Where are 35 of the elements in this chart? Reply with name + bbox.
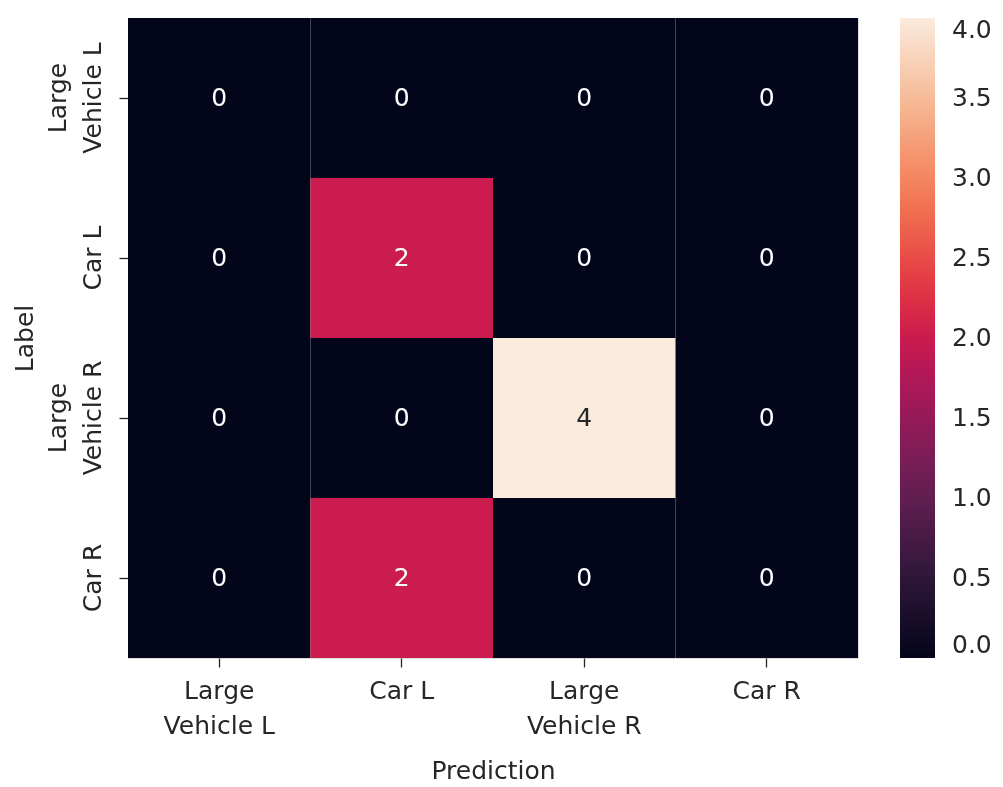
x-tick-label: Large Vehicle L bbox=[163, 675, 275, 740]
y-tick-label: Car L bbox=[77, 225, 107, 291]
color-bar-label: 4.0 bbox=[952, 15, 992, 44]
x-axis-title: Prediction bbox=[431, 755, 556, 785]
y-axis-title: Label bbox=[9, 304, 39, 373]
data-label: 0 bbox=[211, 243, 228, 272]
color-bar-label: 3.5 bbox=[952, 83, 992, 112]
data-label: 0 bbox=[211, 83, 228, 112]
data-label: 2 bbox=[393, 243, 410, 272]
color-bar-label: 0.0 bbox=[952, 630, 992, 659]
x-tick-label: Large Vehicle R bbox=[526, 675, 642, 740]
y-tick-label: Large Vehicle L bbox=[42, 42, 107, 154]
data-label: 0 bbox=[393, 83, 410, 112]
color-bar-label: 1.5 bbox=[952, 403, 992, 432]
color-bar-label: 2.0 bbox=[952, 323, 992, 352]
data-label: 0 bbox=[576, 83, 593, 112]
data-label: 0 bbox=[393, 403, 410, 432]
color-bar-label: 2.5 bbox=[952, 243, 992, 272]
data-label: 0 bbox=[758, 243, 775, 272]
data-label: 0 bbox=[758, 83, 775, 112]
data-label: 2 bbox=[393, 563, 410, 592]
data-label: 0 bbox=[211, 563, 228, 592]
x-tick-label: Car L bbox=[369, 675, 435, 705]
y-tick-label: Large Vehicle R bbox=[42, 360, 107, 476]
data-label: 0 bbox=[211, 403, 228, 432]
data-label: 0 bbox=[758, 563, 775, 592]
color-bar-label: 1.0 bbox=[952, 483, 992, 512]
data-label: 0 bbox=[758, 403, 775, 432]
color-bar-label: 3.0 bbox=[952, 163, 992, 192]
data-label: 0 bbox=[576, 563, 593, 592]
data-label: 4 bbox=[576, 403, 593, 432]
data-label: 0 bbox=[576, 243, 593, 272]
x-tick-label: Car R bbox=[732, 675, 801, 705]
color-bar-label: 0.5 bbox=[952, 563, 992, 592]
y-tick-label: Car R bbox=[77, 543, 107, 613]
